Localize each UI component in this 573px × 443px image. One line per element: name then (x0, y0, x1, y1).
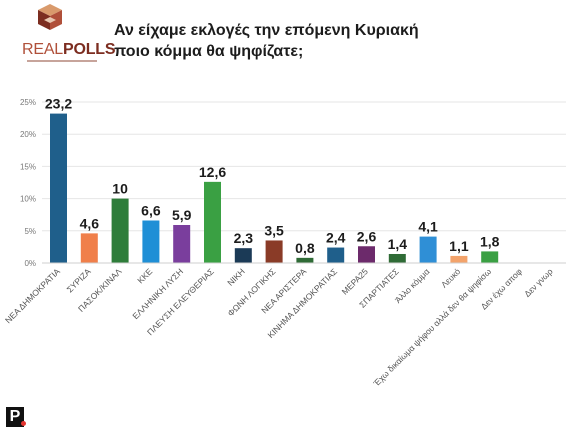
data-label: 4,1 (418, 219, 438, 235)
bar (419, 236, 437, 263)
page-title: Αν είχαμε εκλογές την επόμενη Κυριακή πο… (114, 20, 419, 62)
brand-name-part1: REAL (22, 41, 63, 58)
x-tick-label: ΝΕΑ ΔΗΜΟΚΡΑΤΙΑ (3, 266, 62, 325)
bar (204, 181, 221, 263)
realpolls-logo: REALPOLLS (8, 4, 116, 66)
bar (234, 248, 252, 263)
title-line-2: ποιο κόμμα θα ψηφίζατε; (114, 43, 304, 60)
data-label: 12,6 (199, 164, 226, 180)
publisher-logo-dot (21, 421, 26, 426)
x-tick-label: Λευκό (439, 266, 463, 290)
brand-tagline-line (27, 60, 97, 62)
bar (80, 233, 98, 263)
data-label: 5,9 (172, 207, 192, 223)
realpolls-cube-icon (38, 4, 62, 30)
x-tick-label: ΜΕΡΑ25 (340, 266, 371, 297)
bar (358, 246, 375, 263)
y-tick-label: 20% (20, 130, 36, 139)
data-label: 3,5 (264, 222, 284, 238)
publisher-logo: P (6, 407, 26, 427)
data-label: 2,4 (326, 230, 346, 246)
data-label: 6,6 (141, 202, 161, 218)
data-label: 10 (112, 181, 128, 197)
x-tick-label: Δεν γνωρ (522, 266, 555, 299)
data-label: 2,6 (357, 228, 377, 244)
y-tick-label: 5% (24, 227, 36, 236)
publisher-logo-letter: P (9, 408, 21, 425)
data-label: 23,2 (45, 96, 72, 112)
data-label: 2,3 (234, 230, 254, 246)
bar (142, 220, 160, 263)
x-tick-label: ΣΥΡΙΖΑ (65, 266, 93, 294)
y-tick-label: 10% (20, 195, 36, 204)
data-label: 0,8 (295, 240, 315, 256)
data-label: 4,6 (80, 215, 100, 231)
bar (481, 251, 499, 263)
bar (450, 255, 468, 263)
data-label: 1,8 (480, 233, 500, 249)
bar (111, 198, 129, 263)
brand-name-part2: POLLS (63, 41, 116, 58)
realpolls-wordmark: REALPOLLS (22, 41, 116, 59)
title-line-1: Αν είχαμε εκλογές την επόμενη Κυριακή (114, 22, 419, 39)
bar (173, 225, 191, 263)
bar (388, 253, 406, 263)
bar (265, 240, 283, 263)
data-label: 1,1 (449, 238, 469, 254)
data-label: 1,4 (388, 236, 408, 252)
x-tick-label: ΚΚΕ (135, 266, 154, 285)
y-tick-label: 25% (20, 98, 36, 107)
bar (50, 113, 67, 263)
x-tick-label: ΝΙΚΗ (225, 266, 246, 287)
y-tick-label: 15% (20, 162, 36, 171)
bar (327, 247, 345, 263)
y-tick-label: 0% (24, 259, 36, 268)
bar (296, 257, 314, 263)
